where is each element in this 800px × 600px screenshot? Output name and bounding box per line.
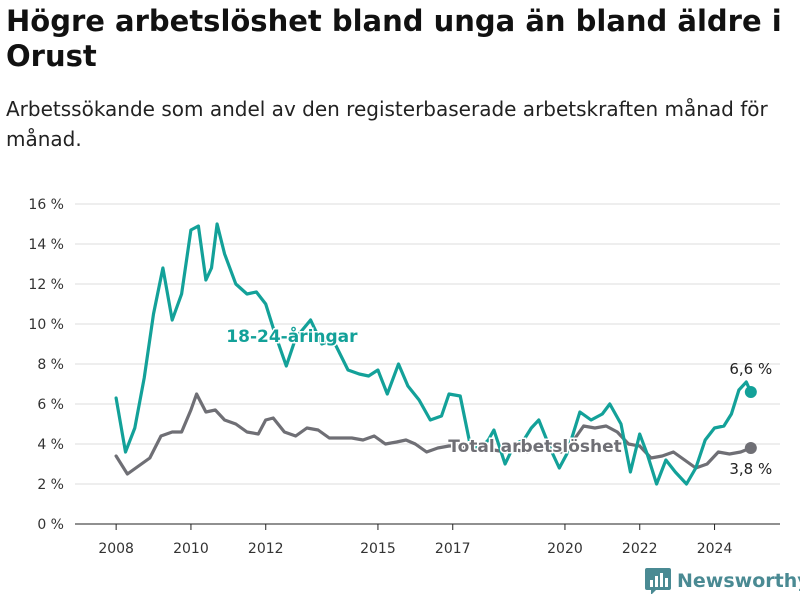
- youth-end-label: 6,6 %: [729, 360, 772, 378]
- youth-end-point: [744, 386, 757, 398]
- y-tick-label: 4 %: [37, 437, 64, 453]
- y-tick-label: 12 %: [28, 277, 64, 293]
- y-tick-label: 2 %: [37, 477, 64, 493]
- total-series-line: [114, 392, 753, 476]
- x-tick-label: 2010: [173, 541, 209, 557]
- youth-series-line: [114, 222, 753, 486]
- y-tick-label: 10 %: [28, 317, 64, 333]
- youth-series-name: 18-24-åringar: [226, 325, 358, 347]
- newsworthy-logo: Newsworthy: [645, 568, 800, 594]
- brand-name: Newsworthy: [677, 570, 800, 592]
- y-tick-label: 0 %: [37, 517, 64, 533]
- chart-title: Högre arbetslöshet bland unga än bland ä…: [6, 4, 782, 73]
- y-tick-label: 6 %: [37, 397, 64, 413]
- x-tick-label: 2024: [697, 541, 733, 557]
- chart-subtitle: Arbetssökande som andel av den registerb…: [6, 97, 768, 151]
- x-tick-label: 2008: [98, 541, 134, 557]
- total-end-label: 3,8 %: [729, 460, 772, 478]
- x-tick-label: 2012: [248, 541, 284, 557]
- x-axis: 2008 2010 2012 2015 2017 2020 2022 2024: [75, 523, 780, 557]
- series-lines: [114, 222, 757, 486]
- y-tick-label: 8 %: [37, 357, 64, 373]
- x-tick-label: 2015: [360, 541, 396, 557]
- x-tick-label: 2022: [622, 541, 658, 557]
- total-series-name: Total arbetslöshet: [448, 437, 622, 457]
- y-tick-label: 14 %: [28, 237, 64, 253]
- y-tick-label: 16 %: [28, 197, 64, 213]
- grid: [75, 203, 780, 485]
- newsworthy-icon: [645, 568, 671, 594]
- total-end-point: [744, 442, 757, 454]
- x-tick-label: 2020: [547, 541, 583, 557]
- y-axis: 0 % 2 % 4 % 6 % 8 % 10 % 12 % 14 % 16 %: [28, 197, 64, 533]
- series-labels: 18-24-åringar Total arbetslöshet 6,6 % 3,8 …: [225, 324, 772, 479]
- x-tick-label: 2017: [435, 541, 471, 557]
